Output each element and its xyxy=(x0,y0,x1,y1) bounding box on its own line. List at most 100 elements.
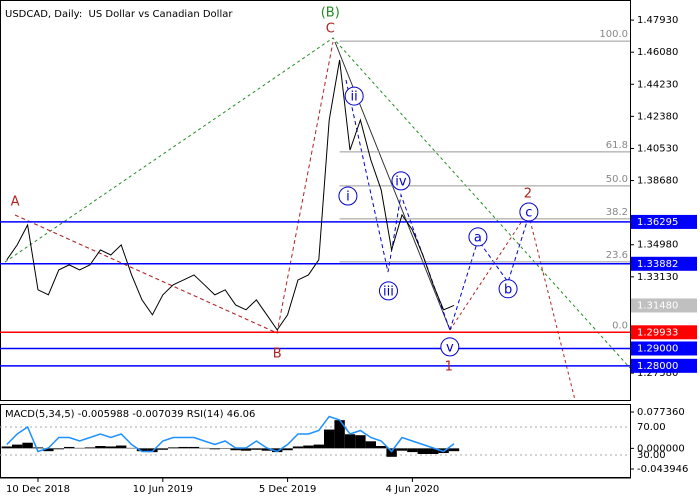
y-tick-label: 1.27580 xyxy=(637,368,678,379)
macd-bar xyxy=(324,429,335,449)
macd-bar xyxy=(313,444,324,449)
wave-label: C xyxy=(326,22,335,37)
y-tick-label: 1.33130 xyxy=(637,272,678,283)
wave-label: (B) xyxy=(321,6,340,21)
level-label: 1.29000 xyxy=(637,343,678,354)
x-tick-label: 10 Jun 2019 xyxy=(133,484,193,495)
wave-circle xyxy=(378,281,398,301)
y-tick-label: 1.47930 xyxy=(637,15,678,26)
wave-label: i xyxy=(346,189,350,204)
wave-label: 2 xyxy=(524,186,532,201)
macd-bar xyxy=(64,446,75,449)
y2-tick-label: 70.00 xyxy=(637,422,666,433)
y2-tick-label: 30.00 xyxy=(637,450,666,461)
blue-forecast-line xyxy=(449,211,531,331)
macd-bar xyxy=(105,446,116,449)
macd-bar xyxy=(178,446,189,449)
x-tick-label: 4 Jun 2020 xyxy=(386,484,440,495)
macd-bar xyxy=(95,446,106,449)
macd-bar xyxy=(334,420,345,449)
macd-bar xyxy=(136,448,148,452)
y-tick-label: 1.44230 xyxy=(637,79,678,90)
wave-circle xyxy=(468,227,488,247)
macd-bar xyxy=(240,448,252,451)
macd-bar xyxy=(1,446,12,449)
macd-bar xyxy=(147,448,158,453)
wave-circle xyxy=(519,202,539,222)
price-line xyxy=(6,59,455,331)
fib-label: 23.6 xyxy=(606,250,628,261)
level-label: 1.31480 xyxy=(637,300,678,311)
macd-bar xyxy=(12,444,23,449)
fib-label: 100.0 xyxy=(599,29,628,40)
y-tick-label: 1.34980 xyxy=(637,240,678,251)
wave-label: iv xyxy=(395,174,407,189)
level-label-box xyxy=(631,341,697,356)
x-tick-label: 10 Dec 2018 xyxy=(6,484,70,495)
level-label-box xyxy=(631,256,697,271)
wave-label: a xyxy=(474,230,482,245)
macd-bar xyxy=(365,441,376,449)
level-label-box xyxy=(631,214,697,229)
macd-bar xyxy=(251,448,262,450)
wave-circle xyxy=(344,86,364,106)
macd-bar xyxy=(282,448,293,451)
fib-label: 50.0 xyxy=(606,174,628,185)
level-label-box xyxy=(631,325,697,340)
level-label: 1.33882 xyxy=(637,259,678,270)
y-tick-label: 1.46080 xyxy=(637,47,678,58)
macd-bar xyxy=(53,448,64,450)
macd-bar xyxy=(417,448,428,454)
rsi-line xyxy=(6,415,455,453)
wave-label: v xyxy=(446,340,454,355)
macd-bar xyxy=(188,446,200,449)
macd-bar xyxy=(386,448,397,457)
red-forecast-line xyxy=(449,210,576,401)
level-label: 1.36295 xyxy=(637,217,678,228)
price-frame xyxy=(0,0,631,401)
macd-bar xyxy=(407,448,418,453)
fib-label: 0.0 xyxy=(612,320,628,331)
y-tick-label: 1.42380 xyxy=(637,111,678,122)
wave-label: b xyxy=(504,282,512,297)
level-label: 1.28000 xyxy=(637,361,678,372)
macd-bar xyxy=(230,448,241,451)
indicator-title: MACD(5,34,5) -0.005988 -0.007039 RSI(14)… xyxy=(5,409,255,420)
macd-bar xyxy=(157,448,168,450)
macd-bar xyxy=(355,435,366,449)
y-tick-label: 1.38680 xyxy=(637,176,678,187)
macd-bar xyxy=(209,448,220,450)
y-tick-label: 0.077360 xyxy=(637,407,685,418)
y-tick-label: 0.000000 xyxy=(637,443,685,454)
wave-circle xyxy=(391,171,411,191)
fib-label: 61.8 xyxy=(606,140,628,151)
wave-label: 1 xyxy=(445,359,453,374)
macd-bar xyxy=(448,448,460,452)
green-wave-line xyxy=(4,37,631,369)
macd-bar xyxy=(303,445,314,449)
wave-label: B xyxy=(273,346,282,361)
y-tick-label: 1.40530 xyxy=(637,143,678,154)
macd-bar xyxy=(22,442,33,449)
x-tick-label: 5 Dec 2019 xyxy=(259,484,317,495)
macd-bar xyxy=(396,448,408,451)
macd-bar xyxy=(344,434,356,449)
macd-bar xyxy=(376,446,387,449)
macd-bar xyxy=(32,447,44,449)
level-label: 1.29933 xyxy=(637,327,678,338)
wave-label: A xyxy=(11,195,20,210)
macd-bar xyxy=(428,448,439,454)
fib-label: 38.2 xyxy=(606,207,628,218)
wave-label: ii xyxy=(351,90,358,105)
level-label-box xyxy=(631,358,697,373)
wave-label: c xyxy=(525,205,532,220)
chart-title: USDCAD, Daily: US Dollar vs Canadian Dol… xyxy=(5,9,233,20)
wave-label: iii xyxy=(383,284,394,299)
y-tick-label: -0.043946 xyxy=(637,464,688,475)
wave-circle xyxy=(338,186,358,206)
macd-bar xyxy=(292,446,304,449)
macd-bar xyxy=(116,445,127,449)
macd-bar xyxy=(84,447,96,449)
